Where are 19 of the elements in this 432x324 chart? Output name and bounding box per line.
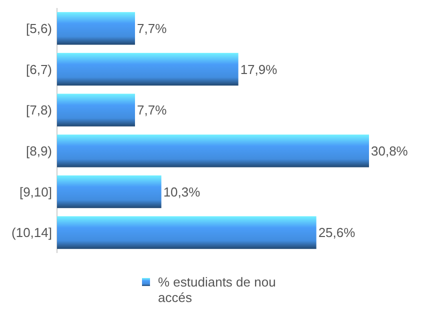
data-label: 17,9% bbox=[240, 62, 278, 77]
legend-label: % estudiants de nou accés bbox=[158, 274, 276, 306]
bar bbox=[57, 52, 238, 86]
y-tick-label: [6,7) bbox=[26, 62, 52, 77]
data-label: 7,7% bbox=[137, 20, 168, 36]
y-tick-label: (10,14] bbox=[12, 225, 52, 240]
data-label: 7,7% bbox=[137, 102, 168, 118]
bar bbox=[57, 175, 162, 208]
bar bbox=[57, 134, 369, 168]
bar bbox=[57, 12, 135, 45]
bar bbox=[57, 94, 135, 126]
data-label: 25,6% bbox=[318, 225, 356, 240]
y-tick-label: [9,10] bbox=[19, 184, 52, 200]
data-label: 30,8% bbox=[371, 143, 408, 158]
y-tick-label: [8,9) bbox=[26, 143, 52, 158]
y-tick-label: [7,8) bbox=[26, 102, 52, 118]
y-tick-label: [5,6) bbox=[26, 20, 52, 36]
bar bbox=[57, 216, 316, 249]
data-label: 10,3% bbox=[163, 184, 201, 200]
